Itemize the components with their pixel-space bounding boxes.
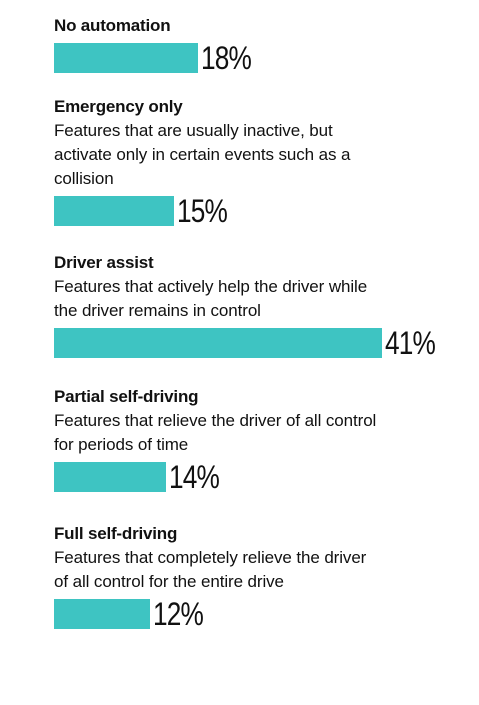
category-description: Features that are usually inactive, but …	[54, 121, 351, 188]
category-item: Emergency only Features that are usually …	[54, 95, 464, 229]
category-description: Features that actively help the driver w…	[54, 277, 368, 320]
bar	[54, 462, 166, 492]
bar-row: 12%	[54, 596, 464, 632]
category-title: Emergency only	[54, 97, 183, 116]
bar-row: 18%	[54, 40, 464, 76]
category-item: Partial self-driving Features that reliev…	[54, 385, 464, 495]
bar-row: 15%	[54, 193, 464, 229]
bar-value-label: 15%	[177, 193, 228, 229]
bar-row: 41%	[54, 325, 464, 361]
bar	[54, 43, 198, 73]
bar	[54, 196, 174, 226]
category-title: Full self-driving	[54, 524, 178, 543]
bar	[54, 328, 382, 358]
bar-value-label: 18%	[201, 40, 252, 76]
category-title: No automation	[54, 16, 171, 35]
category-item: No automation 18%	[54, 14, 464, 76]
category-title: Partial self-driving	[54, 387, 199, 406]
bar	[54, 599, 150, 629]
category-item: Driver assist Features that actively help…	[54, 251, 464, 361]
bar-chart: No automation 18% Emergency only Features t…	[54, 14, 464, 632]
category-item: Full self-driving Features that completel…	[54, 522, 464, 632]
bar-value-label: 12%	[153, 596, 204, 632]
category-description: Features that completely relieve the dri…	[54, 548, 367, 591]
category-title: Driver assist	[54, 253, 154, 272]
bar-value-label: 41%	[385, 325, 436, 361]
bar-row: 14%	[54, 459, 464, 495]
category-description: Features that relieve the driver of all …	[54, 411, 377, 454]
bar-value-label: 14%	[169, 459, 220, 495]
